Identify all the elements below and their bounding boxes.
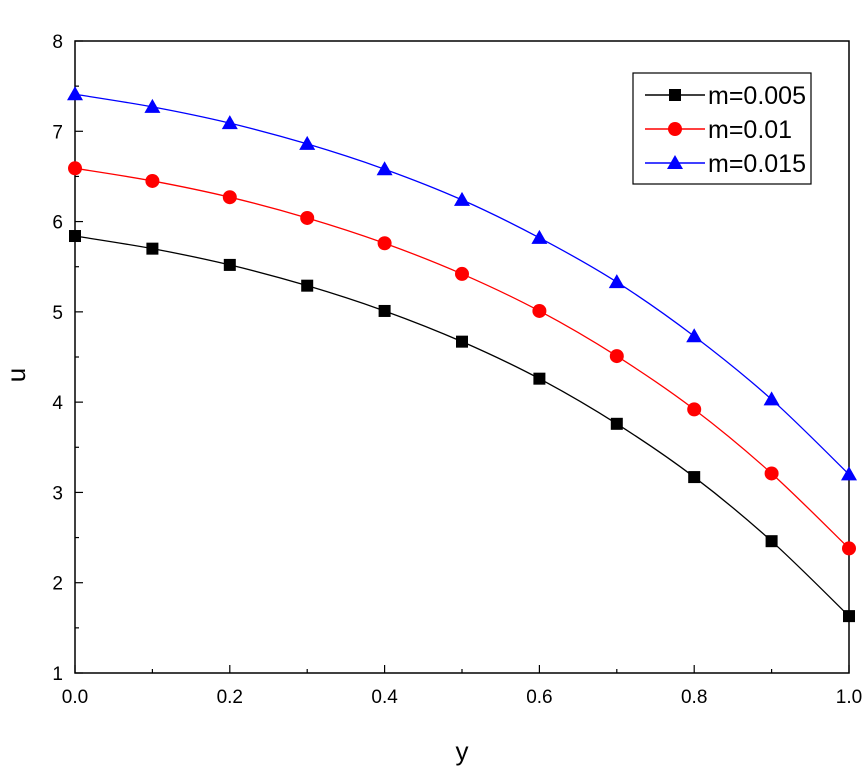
y-tick-label: 7 xyxy=(52,122,63,143)
data-point xyxy=(842,541,856,556)
data-point xyxy=(763,391,780,406)
legend-entry: m=0.005 xyxy=(645,82,806,110)
legend-entry: m=0.015 xyxy=(645,150,806,178)
data-point xyxy=(377,236,392,251)
y-tick-label: 2 xyxy=(52,574,63,595)
data-point xyxy=(609,349,624,364)
data-point xyxy=(455,266,469,281)
series-layer xyxy=(67,86,857,623)
y-tick-label: 1 xyxy=(52,664,63,685)
legend-marker xyxy=(667,155,683,169)
legend-marker xyxy=(669,89,681,101)
series-square xyxy=(69,230,855,623)
y-tick-label: 5 xyxy=(52,303,63,324)
data-point xyxy=(843,610,855,623)
data-point xyxy=(456,335,468,348)
data-point xyxy=(531,229,548,244)
legend-label: m=0.015 xyxy=(708,150,806,178)
legend-label: m=0.01 xyxy=(708,116,792,144)
data-point xyxy=(299,135,316,150)
data-point xyxy=(68,161,82,176)
data-point xyxy=(764,466,779,481)
data-point xyxy=(533,372,546,385)
series-line xyxy=(74,167,850,549)
data-point xyxy=(144,98,161,113)
data-point xyxy=(688,471,701,484)
y-tick-label: 4 xyxy=(52,393,63,414)
data-point xyxy=(67,86,83,101)
series-line xyxy=(74,235,850,617)
y-tick-label: 8 xyxy=(52,32,63,53)
axes: 0.0 0.2 0.4 0.6 0.8 1.0 1 2 3 4 5 6 7 8 xyxy=(52,32,862,708)
x-tick-label: 0.6 xyxy=(526,687,552,708)
series-line xyxy=(74,93,850,475)
data-point xyxy=(687,402,702,417)
y-tick-label: 3 xyxy=(52,483,63,504)
x-tick-label: 0.0 xyxy=(62,687,88,708)
data-point xyxy=(378,304,391,317)
data-point xyxy=(841,466,857,481)
y-axis-title: u xyxy=(1,368,31,382)
series-triangle xyxy=(67,86,857,481)
data-point xyxy=(532,303,547,318)
legend: m=0.005 m=0.01 m=0.015 xyxy=(632,72,812,185)
data-point xyxy=(765,535,778,548)
x-tick-label: 0.4 xyxy=(371,687,398,708)
data-point xyxy=(69,230,81,243)
data-point xyxy=(223,258,236,271)
legend-label: m=0.005 xyxy=(708,82,806,110)
data-point xyxy=(222,190,237,205)
series-circle xyxy=(68,161,856,556)
x-tick-label: 1.0 xyxy=(836,687,862,708)
x-tick-label: 0.2 xyxy=(217,687,243,708)
legend-entry: m=0.01 xyxy=(645,116,792,144)
data-point xyxy=(221,115,238,130)
legend-marker xyxy=(668,122,682,136)
x-axis-title: y xyxy=(456,736,469,766)
data-point xyxy=(608,274,625,289)
data-point xyxy=(300,210,315,225)
data-point xyxy=(301,279,314,292)
data-point xyxy=(686,328,703,343)
data-point xyxy=(454,191,470,206)
y-tick-label: 6 xyxy=(52,213,63,234)
data-point xyxy=(146,242,159,255)
data-point xyxy=(610,417,623,430)
data-point xyxy=(376,161,393,176)
x-tick-label: 0.8 xyxy=(681,687,707,708)
data-point xyxy=(145,173,160,188)
